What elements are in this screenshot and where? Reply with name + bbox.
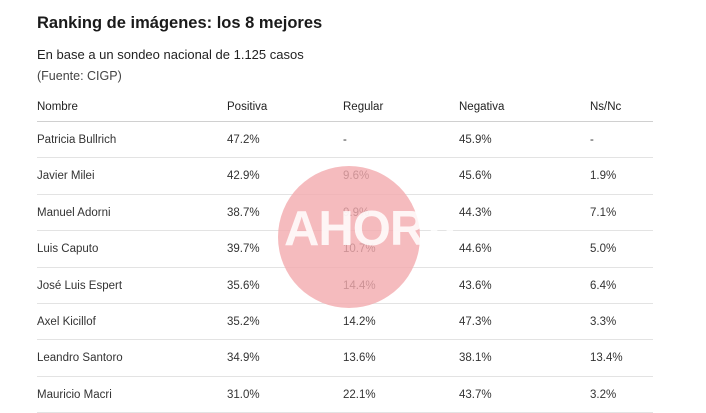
row-value-cell: 38.1%: [459, 352, 492, 365]
row-value-cell: 34.9%: [227, 352, 260, 365]
column-header-nsnc: Ns/Nc: [590, 101, 622, 113]
row-value-cell: 45.6%: [459, 170, 492, 183]
row-name-cell: Javier Milei: [37, 170, 95, 183]
row-value-cell: 6.4%: [590, 279, 617, 292]
row-name-cell: Luis Caputo: [37, 243, 99, 256]
row-value-cell: 44.3%: [459, 206, 492, 219]
row-name-cell: Manuel Adorni: [37, 206, 111, 219]
row-value-cell: 31.0%: [227, 388, 260, 401]
chart-subtitle: En base a un sondeo nacional de 1.125 ca…: [37, 47, 304, 62]
table-row: Patricia Bullrich 47.2% - 45.9% -: [37, 122, 653, 159]
column-header-regular: Regular: [343, 101, 384, 113]
row-value-cell: 1.9%: [590, 170, 617, 183]
table-header-row: Nombre Positiva Regular Negativa Ns/Nc: [37, 94, 653, 122]
row-value-cell: 13.6%: [343, 352, 376, 365]
table-row: Axel Kicillof 35.2% 14.2% 47.3% 3.3%: [37, 304, 653, 341]
watermark-logo: [278, 166, 420, 308]
row-value-cell: 5.0%: [590, 243, 617, 256]
row-value-cell: 45.9%: [459, 134, 492, 146]
column-header-positiva: Positiva: [227, 101, 268, 113]
row-value-cell: 3.3%: [590, 315, 617, 328]
row-value-cell: 35.2%: [227, 315, 260, 328]
data-table: Nombre Positiva Regular Negativa Ns/Nc P…: [37, 94, 653, 413]
row-value-cell: 47.3%: [459, 315, 492, 328]
row-name-cell: Axel Kicillof: [37, 315, 96, 328]
column-header-negativa: Negativa: [459, 101, 505, 113]
column-header-nombre: Nombre: [37, 101, 78, 113]
table-row: Mauricio Macri 31.0% 22.1% 43.7% 3.2%: [37, 377, 653, 413]
chart-source: (Fuente: CIGP): [37, 69, 122, 83]
row-value-cell: 47.2%: [227, 134, 260, 146]
row-name-cell: José Luis Espert: [37, 279, 123, 292]
row-name-cell: Leandro Santoro: [37, 352, 123, 365]
row-value-cell: 42.9%: [227, 170, 260, 183]
row-name-cell: Mauricio Macri: [37, 388, 112, 401]
row-value-cell: 39.7%: [227, 243, 260, 256]
table-row: Leandro Santoro 34.9% 13.6% 38.1% 13.4%: [37, 340, 653, 377]
row-value-cell: 7.1%: [590, 206, 617, 219]
row-value-cell: 3.2%: [590, 388, 617, 401]
row-name-cell: Patricia Bullrich: [37, 134, 117, 146]
row-value-cell: 44.6%: [459, 243, 492, 256]
row-value-cell: 43.7%: [459, 388, 492, 401]
chart-title: Ranking de imágenes: los 8 mejores: [37, 14, 323, 32]
row-value-cell: -: [343, 134, 347, 146]
row-value-cell: 13.4%: [590, 352, 623, 365]
row-value-cell: -: [590, 134, 594, 146]
row-value-cell: 38.7%: [227, 206, 260, 219]
row-value-cell: 43.6%: [459, 279, 492, 292]
watermark-text: AHORA: [284, 202, 460, 256]
row-value-cell: 35.6%: [227, 279, 260, 292]
row-value-cell: 22.1%: [343, 388, 376, 401]
row-value-cell: 14.2%: [343, 315, 376, 328]
